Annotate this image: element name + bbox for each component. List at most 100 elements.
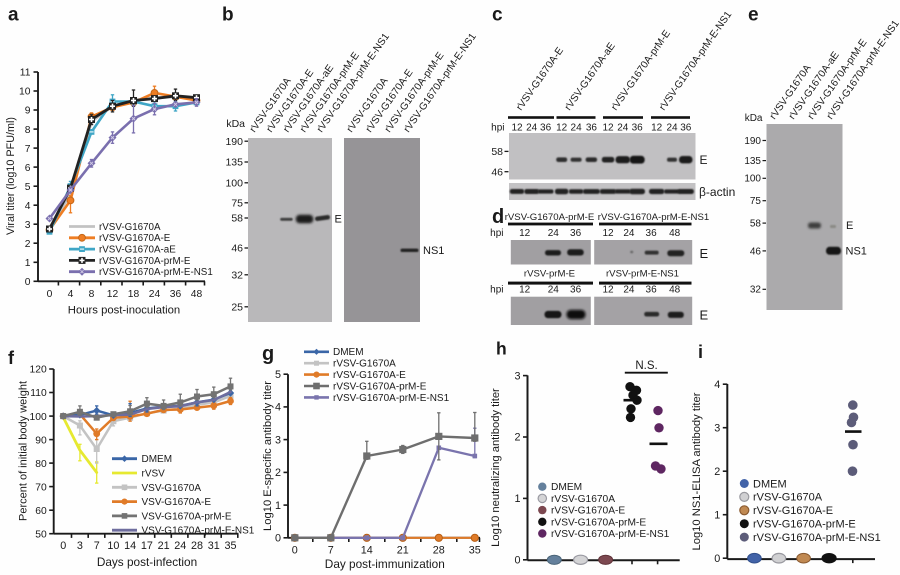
svg-text:36: 36: [570, 228, 582, 239]
svg-text:100: 100: [225, 177, 243, 189]
svg-text:8: 8: [25, 125, 31, 136]
svg-text:31: 31: [208, 540, 220, 552]
svg-text:4: 4: [275, 402, 281, 414]
svg-text:24: 24: [623, 228, 635, 239]
svg-text:rVSV-G1670A-prM-E-NS1: rVSV-G1670A-prM-E-NS1: [598, 212, 709, 223]
svg-text:N.S.: N.S.: [635, 360, 657, 372]
svg-text:24: 24: [149, 289, 161, 300]
svg-text:2: 2: [275, 467, 281, 479]
svg-text:4: 4: [714, 379, 720, 391]
svg-text:50: 50: [35, 529, 47, 540]
svg-text:VSV-G1670A-E: VSV-G1670A-E: [142, 497, 212, 508]
svg-text:58: 58: [231, 213, 243, 225]
svg-text:190: 190: [225, 136, 243, 148]
svg-text:28: 28: [191, 540, 203, 552]
svg-text:14: 14: [361, 545, 373, 557]
svg-text:12: 12: [556, 122, 568, 133]
svg-text:0: 0: [60, 540, 66, 552]
svg-text:3: 3: [514, 370, 520, 382]
svg-text:1: 1: [25, 258, 31, 269]
svg-text:8: 8: [89, 289, 95, 300]
svg-text:Day post-immunization: Day post-immunization: [325, 557, 445, 571]
svg-text:36: 36: [570, 285, 582, 296]
svg-text:f: f: [8, 348, 15, 368]
svg-text:rVSV-G1670A-E: rVSV-G1670A-E: [333, 370, 406, 381]
svg-text:36: 36: [170, 289, 182, 300]
svg-text:3: 3: [25, 220, 31, 231]
svg-text:rVSV-G1670A-prM-E: rVSV-G1670A-prM-E: [333, 381, 427, 392]
svg-text:0: 0: [47, 289, 53, 300]
svg-text:75: 75: [231, 197, 243, 209]
svg-text:90: 90: [35, 435, 47, 446]
svg-text:12: 12: [511, 122, 523, 133]
svg-text:2: 2: [514, 432, 520, 444]
svg-text:2: 2: [714, 466, 720, 478]
svg-text:100: 100: [30, 412, 47, 423]
svg-text:58: 58: [491, 146, 503, 158]
svg-text:46: 46: [750, 246, 762, 257]
svg-text:0: 0: [514, 555, 520, 567]
svg-text:10: 10: [19, 87, 31, 98]
svg-text:46: 46: [231, 243, 243, 255]
svg-text:rVSV-G1670A-prM-E: rVSV-G1670A-prM-E: [551, 517, 646, 528]
svg-text:rVSV-G1670A-prM-E-NS1: rVSV-G1670A-prM-E-NS1: [753, 532, 881, 544]
svg-text:c: c: [492, 5, 503, 26]
svg-text:75: 75: [750, 196, 762, 207]
svg-text:hpi: hpi: [490, 228, 503, 239]
svg-text:e: e: [748, 5, 759, 26]
svg-text:kDa: kDa: [226, 118, 245, 130]
svg-text:E: E: [700, 153, 708, 167]
svg-text:36: 36: [646, 285, 658, 296]
svg-text:12: 12: [602, 228, 614, 239]
svg-text:110: 110: [30, 388, 47, 399]
svg-text:135: 135: [225, 157, 243, 169]
svg-text:3: 3: [714, 422, 720, 434]
svg-text:rVSV-prM-E: rVSV-prM-E: [524, 269, 575, 280]
svg-text:β-actin: β-actin: [699, 185, 735, 199]
svg-text:rVSV-G1670A: rVSV-G1670A: [99, 222, 161, 233]
svg-text:9: 9: [25, 106, 31, 117]
svg-text:Log10 E-specific antibody tite: Log10 E-specific antibody titer: [262, 381, 274, 531]
svg-text:DMEM: DMEM: [551, 482, 582, 493]
svg-text:rVSV-G1670A-prM-E: rVSV-G1670A-prM-E: [99, 256, 191, 267]
svg-text:0: 0: [275, 533, 281, 545]
svg-text:rVSV-G1670A-E: rVSV-G1670A-E: [551, 506, 625, 517]
svg-text:12: 12: [651, 122, 663, 133]
svg-text:DMEM: DMEM: [333, 347, 364, 358]
svg-text:17: 17: [141, 540, 153, 552]
svg-text:E: E: [335, 214, 342, 226]
svg-text:h: h: [496, 339, 507, 359]
svg-text:58: 58: [750, 219, 762, 230]
svg-text:rVSV-G1670A: rVSV-G1670A: [551, 494, 615, 505]
svg-text:Log10 neutralizing antibody ti: Log10 neutralizing antibody titer: [490, 388, 502, 547]
svg-text:Viral titer (log10 PFU/ml): Viral titer (log10 PFU/ml): [5, 117, 17, 235]
svg-text:b: b: [222, 5, 234, 26]
svg-text:E: E: [846, 220, 853, 232]
svg-text:Hours post-inoculation: Hours post-inoculation: [68, 305, 180, 317]
svg-text:12: 12: [519, 285, 531, 296]
svg-text:NS1: NS1: [423, 245, 444, 257]
svg-text:36: 36: [540, 122, 552, 133]
svg-text:VSV-G1670A: VSV-G1670A: [142, 483, 202, 494]
svg-text:48: 48: [669, 228, 681, 239]
svg-text:7: 7: [25, 144, 31, 155]
svg-text:Log10 NS1-ELISA antibody titer: Log10 NS1-ELISA antibody titer: [691, 392, 703, 550]
svg-text:135: 135: [744, 156, 761, 167]
svg-text:24: 24: [548, 285, 560, 296]
svg-text:rVSV-G1670A-prM-E-NS1: rVSV-G1670A-prM-E-NS1: [551, 529, 670, 540]
svg-text:12: 12: [602, 285, 614, 296]
svg-text:24: 24: [571, 122, 583, 133]
svg-text:24: 24: [666, 122, 678, 133]
svg-text:rVSV-G1670A-prM-E-NS1: rVSV-G1670A-prM-E-NS1: [99, 267, 213, 278]
svg-text:rVSV-G1670A: rVSV-G1670A: [753, 492, 823, 504]
svg-text:0: 0: [292, 545, 298, 557]
svg-text:0: 0: [714, 553, 720, 565]
svg-text:5: 5: [275, 369, 281, 381]
svg-text:24: 24: [617, 122, 629, 133]
svg-text:11: 11: [20, 68, 31, 79]
svg-text:2: 2: [25, 239, 31, 250]
svg-text:60: 60: [35, 506, 47, 517]
svg-text:32: 32: [750, 285, 762, 296]
svg-text:12: 12: [602, 122, 614, 133]
svg-text:rVSV: rVSV: [142, 469, 166, 480]
